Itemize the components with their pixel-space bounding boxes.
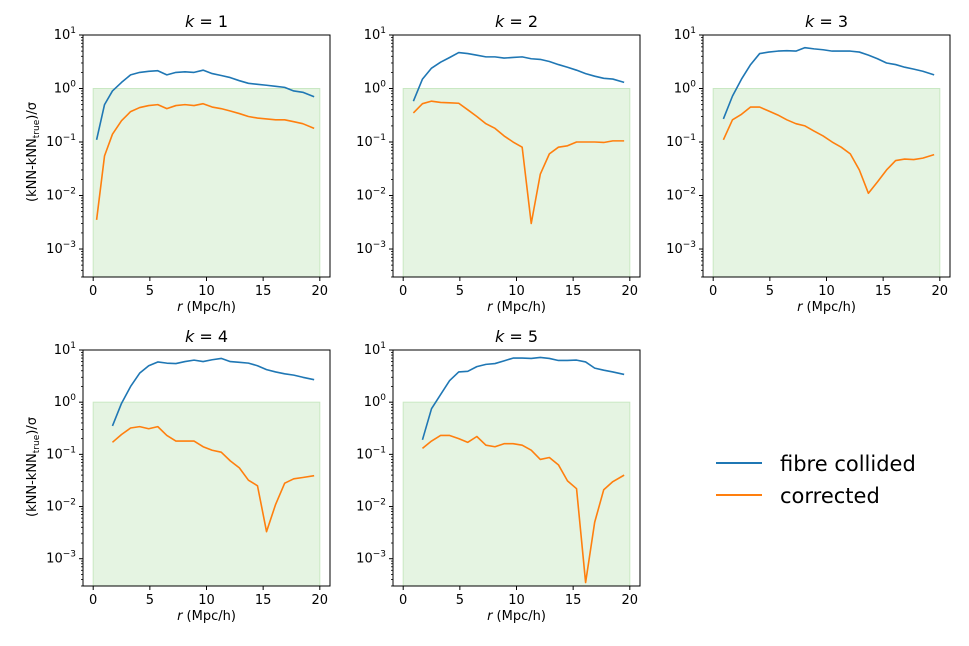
panel-k4: 0 5 10 15 20 101 100 10−1 10−2 10−3 k = 4 r (Mpc/h) [46,327,331,624]
panel-k3: 0 5 10 15 20 101 100 10−1 10−2 10−3 k = 3 r (Mpc/h) [666,12,951,315]
series-line-corrected [95,102,315,221]
y-tick-label: 10−1 [356,445,386,462]
panel-k2: 0 5 10 15 20 101 100 10−1 10−2 10−3 k = 2 r (Mpc/h) [356,12,641,315]
x-tick-label: 0 [89,284,97,299]
x-tick-label: 15 [565,593,582,608]
x-tick-label: 0 [399,593,407,608]
panel-title: k = 1 [185,12,228,31]
x-tick-label: 0 [709,284,717,299]
y-tick-label: 10−3 [666,240,696,257]
legend-label-corrected: corrected [780,484,880,508]
x-tick-label: 5 [146,284,154,299]
series-line-corrected [421,434,625,584]
panel-title: k = 3 [805,12,848,31]
y-tick-label: 100 [54,80,77,97]
series-line-corrected [722,106,935,195]
ylabel-main: (kNN-kNN [25,453,40,517]
y-tick-label: 10−2 [46,498,76,515]
ylabel-end: )/σ [25,102,40,120]
x-tick-label: 15 [875,284,892,299]
threshold-band [402,401,631,587]
x-tick-label: 20 [312,593,329,608]
y-tick-label: 100 [364,80,387,97]
y-tick-label: 10−3 [46,240,76,257]
x-tick-label: 0 [89,593,97,608]
y-tick-label: 10−1 [46,445,76,462]
y-tick-label: 10−2 [666,187,696,204]
legend: fibre collided corrected [716,452,916,508]
ylabel-sub: true [32,434,42,453]
x-tick-label: 10 [818,284,835,299]
threshold-band [712,88,941,278]
y-tick-label: 101 [674,26,696,43]
x-tick-label: 5 [456,284,464,299]
x-tick-label: 20 [312,284,329,299]
y-tick-label: 101 [54,26,76,43]
x-axis-label: r (Mpc/h) [177,609,236,624]
series-line-corrected [111,425,315,533]
legend-label-fibre-collided: fibre collided [780,452,916,476]
threshold-band [402,88,631,278]
x-axis-label: r (Mpc/h) [177,300,236,315]
y-tick-label: 10−1 [356,133,386,150]
x-tick-label: 5 [456,593,464,608]
y-tick-label: 10−3 [46,550,76,567]
x-tick-label: 10 [198,593,215,608]
y-tick-label: 100 [54,393,77,410]
series-line-fibre-collided [421,356,625,441]
panel-k5: 0 5 10 15 20 101 100 10−1 10−2 10−3 k = 5 r (Mpc/h) [356,327,641,624]
ylabel-row1: (kNN-kNNtrue)/σ [25,102,42,202]
series-line-fibre-collided [95,69,315,140]
x-tick-label: 10 [508,284,525,299]
y-tick-label: 10−2 [356,187,386,204]
y-tick-label: 100 [364,393,387,410]
y-tick-label: 10−3 [356,240,386,257]
x-axis-label: r (Mpc/h) [797,300,856,315]
x-tick-label: 20 [622,284,639,299]
series-line-corrected [412,100,625,225]
panel-title: k = 5 [495,327,538,346]
series-line-fibre-collided [111,357,315,427]
series-line-fibre-collided [722,46,935,120]
x-tick-label: 15 [255,593,272,608]
panel-title: k = 4 [185,327,228,346]
x-tick-label: 0 [399,284,407,299]
y-tick-label: 10−2 [46,187,76,204]
ylabel-row2: (kNN-kNNtrue)/σ [25,417,42,517]
x-tick-label: 10 [508,593,525,608]
y-tick-label: 10−3 [356,550,386,567]
x-tick-label: 15 [255,284,272,299]
panel-k1: 0 5 10 15 20 101 100 10−1 10−2 10−3 k = 1 r (Mpc/h) [46,12,331,315]
x-tick-label: 15 [565,284,582,299]
x-tick-label: 5 [146,593,154,608]
threshold-band [92,88,321,278]
series-line-fibre-collided [412,51,625,102]
x-tick-label: 20 [932,284,949,299]
y-tick-label: 100 [674,80,697,97]
threshold-band [92,401,321,587]
x-tick-label: 5 [766,284,774,299]
ylabel-main: (kNN-kNN [25,138,40,202]
y-tick-label: 101 [364,26,386,43]
y-tick-label: 10−1 [46,133,76,150]
x-axis-label: r (Mpc/h) [487,300,546,315]
ylabel-end: )/σ [25,417,40,435]
panel-title: k = 2 [495,12,538,31]
x-tick-label: 10 [198,284,215,299]
y-tick-label: 10−1 [666,133,696,150]
y-tick-label: 101 [364,341,386,358]
y-tick-label: 10−2 [356,498,386,515]
x-axis-label: r (Mpc/h) [487,609,546,624]
y-tick-label: 101 [54,341,76,358]
ylabel-sub: true [32,119,42,138]
x-tick-label: 20 [622,593,639,608]
